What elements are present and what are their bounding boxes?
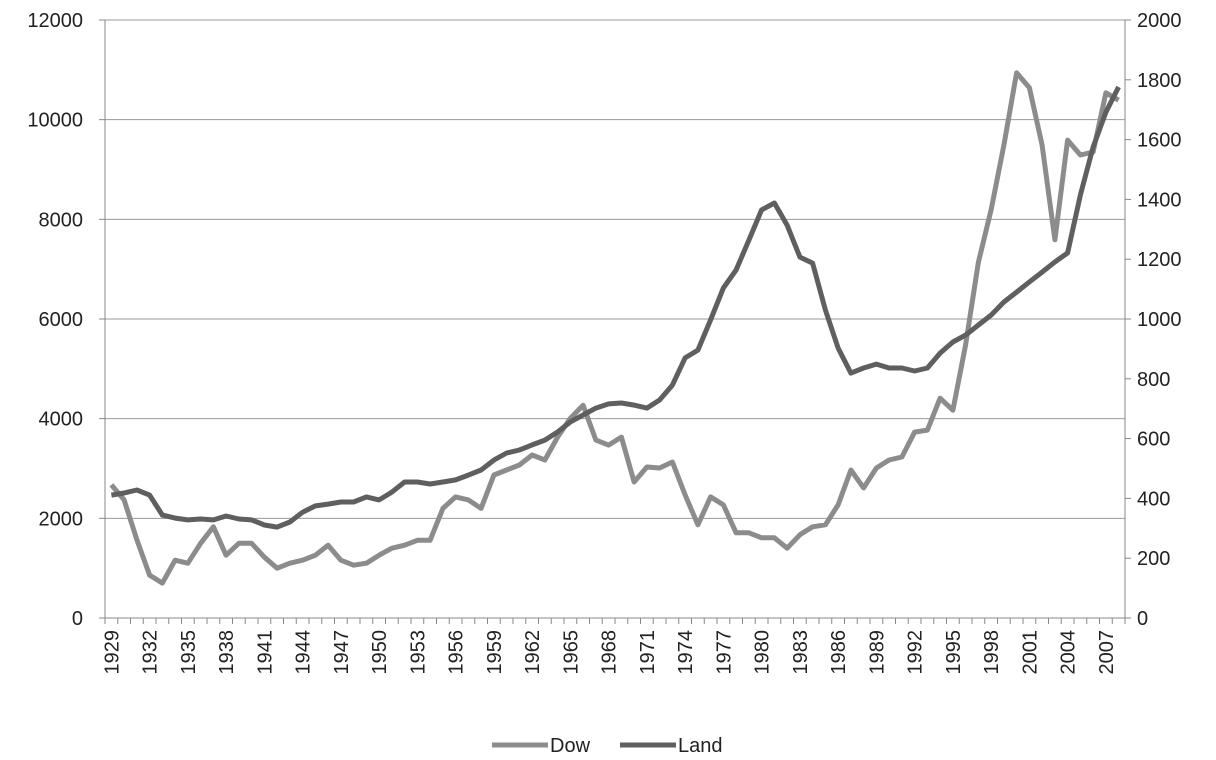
- legend-label: Dow: [550, 735, 591, 757]
- y-tick-label: 4000: [39, 409, 84, 431]
- x-tick-label: 2001: [1019, 630, 1041, 675]
- x-tick-label: 1983: [790, 630, 812, 675]
- legend-label: Land: [678, 735, 723, 757]
- y-tick-label: 0: [72, 608, 83, 630]
- y-tick-label: 10000: [27, 110, 83, 132]
- y2-tick-label: 200: [1137, 548, 1170, 570]
- x-tick-label: 1932: [140, 630, 162, 675]
- y-tick-label: 2000: [39, 508, 84, 530]
- x-tick-label: 2007: [1096, 630, 1118, 675]
- x-tick-label: 1929: [101, 630, 123, 675]
- y2-tick-label: 400: [1137, 488, 1170, 510]
- y2-tick-label: 0: [1137, 608, 1148, 630]
- x-tick-label: 1986: [828, 630, 850, 675]
- x-tick-label: 2004: [1058, 630, 1080, 675]
- x-tick-label: 1977: [713, 630, 735, 675]
- y2-tick-label: 2000: [1137, 10, 1182, 32]
- x-tick-label: 1938: [216, 630, 238, 675]
- y-tick-label: 12000: [27, 10, 83, 32]
- y2-tick-label: 1400: [1137, 189, 1182, 211]
- y2-tick-label: 1800: [1137, 70, 1182, 92]
- y2-tick-label: 1200: [1137, 249, 1182, 271]
- x-tick-label: 1962: [522, 630, 544, 675]
- x-tick-label: 1953: [407, 630, 429, 675]
- x-tick-label: 1941: [254, 630, 276, 675]
- y-tick-label: 8000: [39, 209, 84, 231]
- x-tick-label: 1980: [752, 630, 774, 675]
- x-tick-label: 1995: [943, 630, 965, 675]
- x-tick-label: 1950: [369, 630, 391, 675]
- x-tick-label: 1992: [905, 630, 927, 675]
- x-tick-label: 1971: [637, 630, 659, 675]
- series-line: [110, 85, 1121, 530]
- y-tick-label: 6000: [39, 309, 84, 331]
- x-tick-label: 1974: [675, 630, 697, 675]
- x-tick-label: 1998: [981, 630, 1003, 675]
- x-tick-label: 1989: [866, 630, 888, 675]
- series-line: [109, 70, 1120, 586]
- x-tick-label: 1956: [446, 630, 468, 675]
- x-tick-label: 1935: [178, 630, 200, 675]
- x-tick-label: 1965: [560, 630, 582, 675]
- y2-tick-label: 1000: [1137, 309, 1182, 331]
- x-tick-label: 1968: [599, 630, 621, 675]
- x-tick-label: 1959: [484, 630, 506, 675]
- x-tick-label: 1947: [331, 630, 353, 675]
- y2-tick-label: 1600: [1137, 130, 1182, 152]
- y2-tick-label: 800: [1137, 369, 1170, 391]
- x-tick-label: 1944: [293, 630, 315, 675]
- y2-tick-label: 600: [1137, 429, 1170, 451]
